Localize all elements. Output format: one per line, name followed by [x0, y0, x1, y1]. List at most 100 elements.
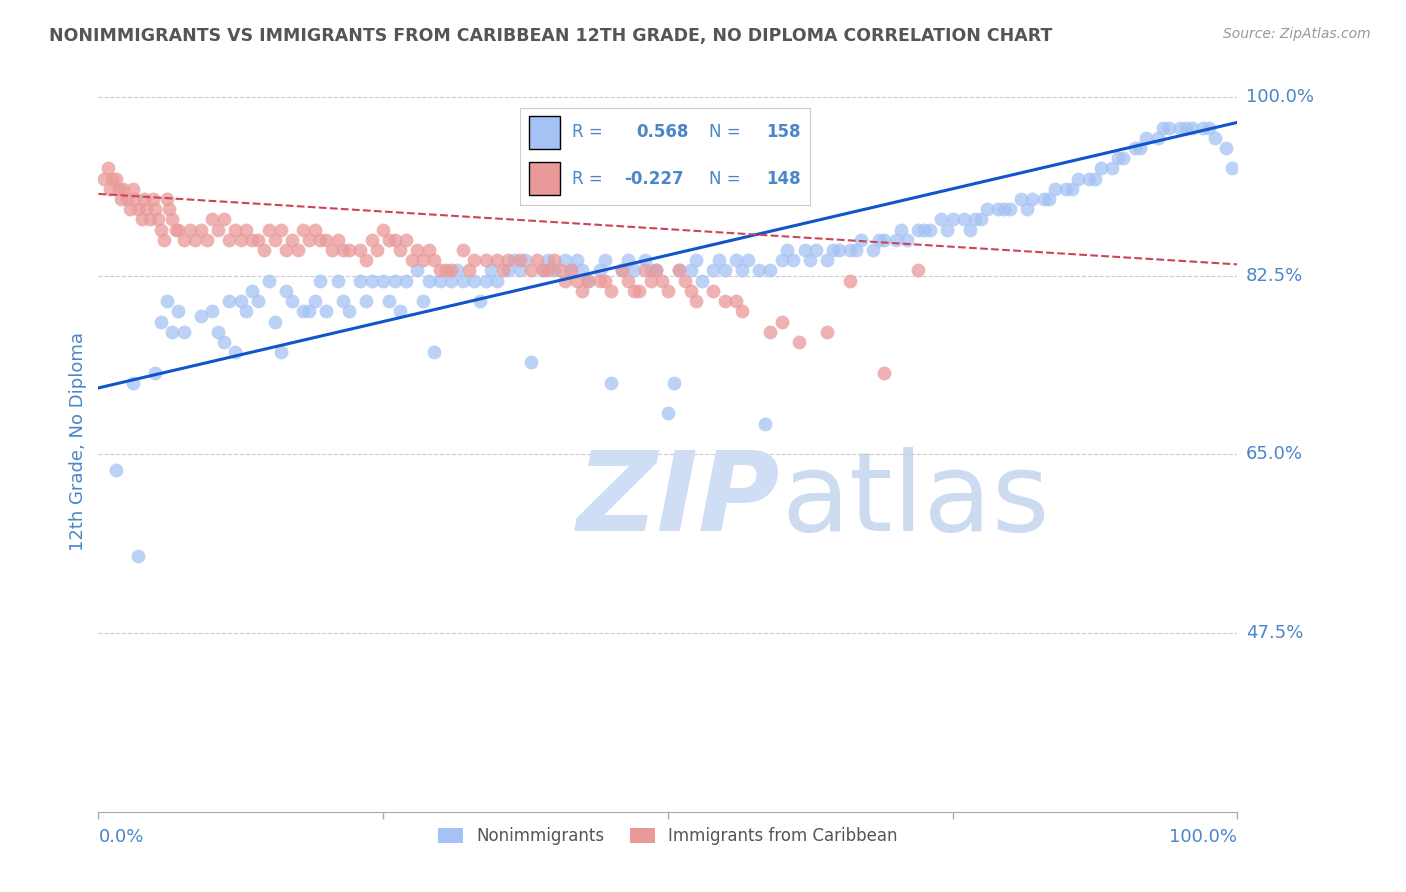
- Point: [707, 253, 730, 268]
- Point: [287, 243, 309, 257]
- Point: [207, 325, 229, 339]
- Point: [1146, 130, 1168, 145]
- Point: [201, 304, 224, 318]
- Point: [304, 222, 326, 236]
- Legend: Nonimmigrants, Immigrants from Caribbean: Nonimmigrants, Immigrants from Caribbean: [432, 820, 904, 852]
- Point: [543, 263, 565, 277]
- Text: 100.0%: 100.0%: [1170, 829, 1237, 847]
- Point: [1032, 192, 1054, 206]
- Point: [714, 263, 737, 277]
- Point: [259, 274, 281, 288]
- Point: [520, 355, 543, 369]
- Point: [474, 253, 496, 268]
- Point: [1043, 182, 1066, 196]
- Point: [907, 222, 929, 236]
- Point: [1157, 120, 1180, 135]
- Point: [276, 284, 298, 298]
- Point: [412, 253, 434, 268]
- Point: [782, 253, 804, 268]
- Point: [685, 253, 707, 268]
- Text: 65.0%: 65.0%: [1246, 445, 1302, 463]
- Point: [1112, 151, 1135, 165]
- Point: [503, 253, 526, 268]
- Point: [617, 253, 640, 268]
- Point: [150, 222, 173, 236]
- Point: [423, 253, 446, 268]
- Point: [120, 202, 142, 217]
- Point: [135, 202, 157, 217]
- Point: [498, 263, 520, 277]
- Point: [156, 294, 179, 309]
- Point: [1220, 161, 1243, 176]
- Point: [486, 274, 509, 288]
- Point: [640, 263, 662, 277]
- Point: [600, 376, 623, 390]
- Point: [918, 222, 941, 236]
- Point: [337, 243, 360, 257]
- Point: [384, 274, 406, 288]
- Point: [1067, 171, 1090, 186]
- Text: 0.0%: 0.0%: [98, 829, 143, 847]
- Point: [537, 253, 560, 268]
- Point: [127, 202, 149, 217]
- Point: [1062, 182, 1084, 196]
- Point: [737, 253, 759, 268]
- Point: [440, 274, 463, 288]
- Point: [543, 253, 565, 268]
- Point: [235, 222, 257, 236]
- Point: [1215, 141, 1237, 155]
- Point: [371, 274, 394, 288]
- Point: [593, 274, 616, 288]
- Point: [884, 233, 907, 247]
- Point: [593, 253, 616, 268]
- Point: [131, 212, 153, 227]
- Point: [815, 253, 838, 268]
- Point: [101, 171, 124, 186]
- Point: [612, 263, 634, 277]
- Point: [479, 263, 502, 277]
- Text: ZIP: ZIP: [576, 447, 780, 554]
- Point: [423, 345, 446, 359]
- Point: [173, 325, 195, 339]
- Point: [468, 294, 491, 309]
- Point: [531, 263, 554, 277]
- Point: [446, 263, 468, 277]
- Point: [612, 263, 634, 277]
- Point: [138, 212, 160, 227]
- Point: [873, 366, 896, 380]
- Point: [195, 233, 218, 247]
- Point: [617, 274, 640, 288]
- Point: [281, 233, 304, 247]
- Point: [354, 253, 377, 268]
- Point: [776, 243, 799, 257]
- Point: [890, 222, 912, 236]
- Point: [623, 263, 645, 277]
- Point: [270, 345, 292, 359]
- Point: [104, 171, 127, 186]
- Point: [110, 192, 132, 206]
- Point: [418, 243, 440, 257]
- Point: [486, 253, 509, 268]
- Point: [787, 334, 810, 349]
- Point: [157, 202, 180, 217]
- Point: [634, 263, 657, 277]
- Y-axis label: 12th Grade, No Diploma: 12th Grade, No Diploma: [69, 332, 87, 551]
- Point: [537, 263, 560, 277]
- Point: [645, 263, 668, 277]
- Point: [162, 212, 184, 227]
- Point: [326, 233, 349, 247]
- Point: [463, 253, 485, 268]
- Point: [190, 222, 212, 236]
- Point: [515, 253, 537, 268]
- Point: [896, 233, 918, 247]
- Point: [389, 243, 412, 257]
- Point: [165, 222, 187, 236]
- Point: [554, 274, 576, 288]
- Point: [651, 274, 673, 288]
- Point: [576, 274, 599, 288]
- Text: 100.0%: 100.0%: [1246, 88, 1313, 106]
- Point: [212, 212, 235, 227]
- Point: [714, 294, 737, 309]
- Point: [270, 222, 292, 236]
- Point: [179, 222, 201, 236]
